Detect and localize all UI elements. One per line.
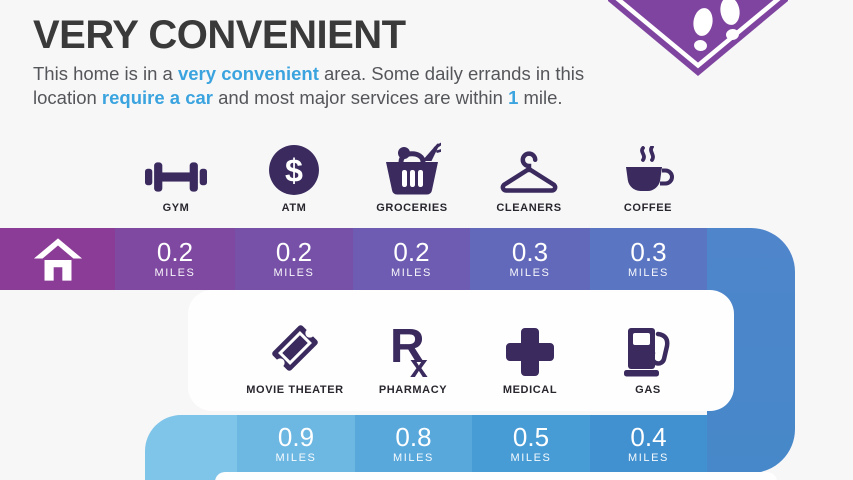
- distance-unit: MILES: [510, 452, 552, 464]
- amenity-atm: $ ATM: [235, 132, 353, 214]
- description-text: This home is in a very convenient area. …: [33, 62, 608, 110]
- distance-cell-atm: 0.2 MILES: [235, 228, 353, 290]
- grocery-basket-icon: [383, 136, 441, 196]
- desc-part: This home is in a: [33, 63, 178, 84]
- distance-unit: MILES: [392, 452, 434, 464]
- gas-pump-icon: [620, 318, 676, 378]
- hanger-icon: [499, 136, 559, 196]
- amenity-label: GAS: [635, 384, 661, 396]
- distance-unit: MILES: [390, 267, 432, 279]
- amenity-cleaners: CLEANERS: [470, 132, 588, 214]
- amenity-label: GROCERIES: [376, 202, 448, 214]
- amenity-groceries: GROCERIES: [353, 132, 471, 214]
- desc-part: mile.: [518, 87, 563, 108]
- distance-unit: MILES: [509, 267, 551, 279]
- distance-cell-medical: 0.5 MILES: [472, 415, 590, 473]
- dollar-circle-icon: $: [268, 136, 320, 196]
- distance-unit: MILES: [273, 267, 315, 279]
- amenity-label: MEDICAL: [502, 384, 558, 396]
- page-title: VERY CONVENIENT: [33, 13, 406, 57]
- amenity-label: COFFEE: [623, 202, 673, 214]
- desc-highlight: 1: [508, 87, 519, 108]
- path-connector-left: [145, 415, 237, 480]
- desc-part: area. Some daily errands in this locatio…: [33, 63, 585, 108]
- amenity-label: CLEANERS: [496, 202, 562, 214]
- distance-cell-pharmacy: 0.8 MILES: [355, 415, 472, 473]
- amenity-gas: GAS: [589, 314, 707, 396]
- svg-text:x: x: [410, 348, 428, 378]
- amenity-label: GYM: [162, 202, 190, 214]
- amenity-medical: MEDICAL: [471, 314, 589, 396]
- amenity-label: MOVIE THEATER: [246, 384, 344, 396]
- distance-cell-groceries: 0.2 MILES: [353, 228, 470, 290]
- distance-cell-gas: 0.4 MILES: [590, 415, 707, 473]
- svg-text:R: R: [390, 320, 425, 373]
- distance-value: 0.3: [630, 237, 667, 267]
- desc-highlight: very convenient: [177, 63, 319, 84]
- distance-value: 0.8: [395, 422, 432, 452]
- medical-cross-icon: [504, 318, 556, 378]
- amenity-gym: GYM: [117, 132, 235, 214]
- amenity-pharmacy: R x PHARMACY: [354, 314, 472, 396]
- amenity-label: PHARMACY: [378, 384, 448, 396]
- amenity-label: ATM: [281, 202, 307, 214]
- distance-unit: MILES: [275, 452, 317, 464]
- svg-text:$: $: [285, 152, 303, 188]
- distance-value: 0.4: [630, 422, 667, 452]
- distance-value: 0.5: [512, 422, 550, 452]
- home-origin-cell: [0, 228, 115, 290]
- distance-value: 0.3: [511, 237, 549, 267]
- distance-value: 0.2: [156, 237, 194, 267]
- distance-value: 0.2: [393, 237, 430, 267]
- distance-unit: MILES: [627, 452, 669, 464]
- home-icon: [33, 237, 82, 281]
- distance-cell-movie-theater: 0.9 MILES: [237, 415, 355, 473]
- ticket-icon: [265, 318, 325, 378]
- distance-cell-cleaners: 0.3 MILES: [470, 228, 590, 290]
- distance-value: 0.2: [275, 237, 313, 267]
- amenity-coffee: COFFEE: [589, 132, 707, 214]
- amenity-movie-theater: MOVIE THEATER: [236, 314, 354, 396]
- distance-cell-coffee: 0.3 MILES: [590, 228, 707, 290]
- next-section-card: [215, 472, 777, 480]
- footprints-icon: [693, 0, 740, 52]
- distance-value: 0.9: [277, 422, 315, 452]
- desc-part: and most major services are within: [212, 87, 509, 108]
- distance-cell-gym: 0.2 MILES: [115, 228, 235, 290]
- dumbbell-icon: [145, 136, 207, 196]
- distance-unit: MILES: [154, 267, 196, 279]
- walkability-badge: [608, 0, 788, 76]
- rx-icon: R x: [390, 318, 436, 378]
- desc-highlight: require a car: [101, 87, 213, 108]
- coffee-cup-icon: [620, 136, 676, 196]
- distance-unit: MILES: [627, 267, 669, 279]
